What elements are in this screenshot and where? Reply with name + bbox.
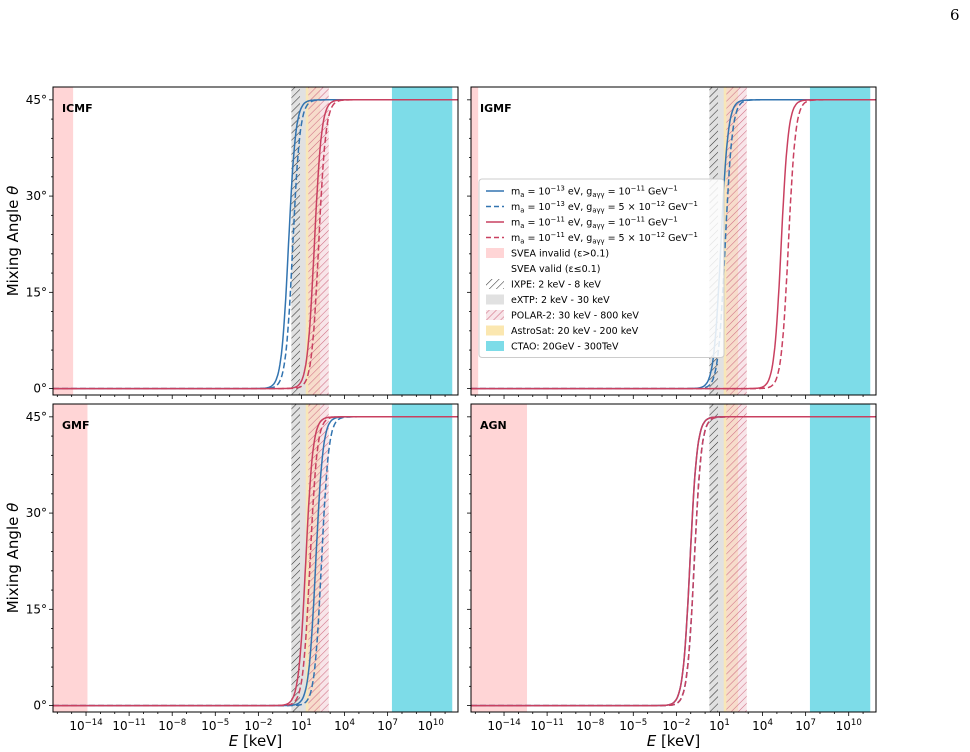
x-tick-label: 107 <box>795 718 816 733</box>
svea-invalid-band <box>471 404 528 712</box>
x-tick-label: 107 <box>377 718 398 733</box>
panel-icmf: 0° 15° 30° 45° Mixing Angle θ ICMF <box>4 86 459 399</box>
legend-entry-label: IXPE: 2 keV - 8 keV <box>511 280 601 291</box>
x-tick-label: 101 <box>709 718 730 733</box>
plot-area <box>53 404 458 712</box>
polar2-band <box>308 404 329 712</box>
legend-entry-label: ma = 10−11 eV, gaγγ = 10−11 GeV−1 <box>511 216 678 230</box>
x-tick-label: 10−5 <box>201 718 229 733</box>
legend-entry-label: SVEA invalid (ε>0.1) <box>511 249 609 260</box>
x-tick-label: 10−11 <box>530 718 563 733</box>
ixpe-band <box>709 404 719 712</box>
legend-patch-swatch <box>486 341 504 351</box>
series-line-4 <box>471 416 876 707</box>
series-line-4 <box>53 416 458 707</box>
x-tick-label: 10−2 <box>662 718 690 733</box>
y-tick-label: 15° <box>26 285 47 299</box>
svea-invalid-band <box>53 87 74 395</box>
legend-entry-label: ma = 10−11 eV, gaγγ = 5 × 10−12 GeV−1 <box>511 231 698 245</box>
x-tick-label: 10−8 <box>576 718 604 733</box>
axes-frame <box>470 86 877 396</box>
page-number: 6 <box>950 6 960 24</box>
x-tick-label: 10−11 <box>112 718 145 733</box>
ctao-band <box>391 404 453 712</box>
x-tick-label: 104 <box>334 718 355 733</box>
axes-frame <box>52 86 459 396</box>
x-tick-label: 1010 <box>836 718 862 733</box>
panel-label: IGMF <box>480 102 512 115</box>
legend-entry-label: CTAO: 20GeV - 300TeV <box>511 342 619 353</box>
x-axis-label: E [keV] <box>647 732 701 750</box>
ixpe-band <box>291 404 301 712</box>
ctao-band <box>809 404 871 712</box>
x-tick-label: 10−2 <box>244 718 272 733</box>
legend-patch-swatch <box>486 325 504 336</box>
axes-frame <box>52 403 459 713</box>
panel-label: GMF <box>62 419 90 432</box>
panel-label: AGN <box>480 419 507 432</box>
svea-invalid-band <box>471 87 479 395</box>
x-tick-label: 10−14 <box>69 718 102 733</box>
legend-patch-swatch <box>486 310 504 320</box>
legend: ma = 10−13 eV, gaγγ = 10−11 GeV−1ma = 10… <box>478 178 725 358</box>
y-tick-label: 45° <box>26 410 47 424</box>
series-line-4 <box>53 99 458 390</box>
ctao-band <box>809 87 871 395</box>
legend-entry-label: eXTP: 2 keV - 30 keV <box>511 295 610 306</box>
legend-entry-label: SVEA valid (ε≤0.1) <box>511 264 600 275</box>
legend-patch-swatch <box>486 294 504 305</box>
y-tick-label: 0° <box>33 699 47 713</box>
x-tick-label: 104 <box>752 718 773 733</box>
axes-frame <box>470 403 877 713</box>
panel-label: ICMF <box>62 102 93 115</box>
series-line-4 <box>471 99 876 390</box>
legend-entry-label: ma = 10−13 eV, gaγγ = 10−11 GeV−1 <box>511 185 678 199</box>
ctao-band <box>391 87 453 395</box>
svea-invalid-band <box>53 404 88 712</box>
polar2-band <box>726 404 747 712</box>
y-axis-label: Mixing Angle θ <box>4 186 22 297</box>
legend-patch-swatch <box>486 279 504 289</box>
y-tick-label: 0° <box>33 382 47 396</box>
y-tick-label: 45° <box>26 93 47 107</box>
polar2-band <box>726 87 747 395</box>
y-tick-label: 15° <box>26 602 47 616</box>
legend-entry-label: POLAR-2: 30 keV - 800 keV <box>511 311 639 322</box>
x-tick-label: 10−14 <box>487 718 520 733</box>
x-tick-label: 10−5 <box>619 718 647 733</box>
legend-entry-label: ma = 10−13 eV, gaγγ = 5 × 10−12 GeV−1 <box>511 200 698 214</box>
panel-gmf: 10−14 10−11 10−8 10−5 10−2 101 104 107 1010 E [ke… <box>4 403 459 750</box>
x-tick-label: 101 <box>291 718 312 733</box>
panel-agn: 10−14 10−11 10−8 10−5 10−2 101 104 107 1010 E [ke… <box>467 403 877 750</box>
x-tick-label: 1010 <box>418 718 444 733</box>
legend-entry-label: AstroSat: 20 keV - 200 keV <box>511 326 639 337</box>
y-tick-label: 30° <box>26 506 47 520</box>
x-axis-label: E [keV] <box>229 732 283 750</box>
y-tick-label: 30° <box>26 189 47 203</box>
legend-patch-swatch <box>486 248 504 258</box>
plot-area <box>53 87 458 395</box>
y-axis-label: Mixing Angle θ <box>4 503 22 614</box>
plot-area <box>471 404 876 712</box>
ixpe-band <box>291 87 301 395</box>
legend-frame <box>478 178 725 358</box>
x-tick-label: 10−8 <box>158 718 186 733</box>
